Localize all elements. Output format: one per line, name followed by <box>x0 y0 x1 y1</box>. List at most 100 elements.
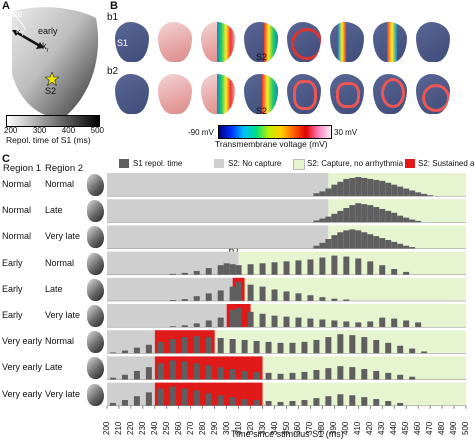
legend-swatch-capture <box>293 159 305 170</box>
repol-bar <box>259 263 266 275</box>
legend-label-capture: S2: Capture, no arrhythmia <box>307 159 404 168</box>
repol-bar <box>181 388 188 406</box>
repol-bar <box>343 178 350 197</box>
repol-bar <box>259 313 266 328</box>
repol-bar <box>373 207 380 223</box>
repol-bar <box>295 317 302 328</box>
s2-star-icon <box>45 72 59 86</box>
repol-bar <box>193 296 200 301</box>
repol-bar <box>397 215 404 223</box>
repol-bar <box>403 217 410 223</box>
heart-repol-map <box>11 7 99 118</box>
repol-bar <box>271 315 278 328</box>
label-s2: S2 <box>45 86 57 96</box>
legend-label-no-capture: S2: No capture <box>228 159 282 168</box>
row-region2-label: Late <box>45 283 63 294</box>
row-region1-label: Normal <box>2 179 32 189</box>
repol-bar <box>391 184 398 197</box>
repol-bar <box>193 323 200 328</box>
repol-bar <box>235 281 242 301</box>
repol-bar <box>169 386 176 406</box>
label-s2-b2: S2 <box>256 106 268 116</box>
repol-bar <box>325 239 332 249</box>
repol-bar <box>277 373 284 380</box>
header-region2: Region 2 <box>45 163 84 174</box>
repol-bar <box>247 284 254 301</box>
repol-bar <box>313 245 320 249</box>
heart-b2-1 <box>115 74 149 114</box>
repol-bar <box>409 376 416 380</box>
repol-bar <box>373 179 380 197</box>
heart-b2-7 <box>373 74 407 114</box>
repol-bar <box>229 397 236 406</box>
repol-bar <box>217 367 224 380</box>
repol-bar <box>241 370 248 380</box>
repol-bar <box>343 299 350 301</box>
voltage-max-label: 30 mV <box>334 128 358 137</box>
repol-bar <box>379 208 386 223</box>
repol-bar <box>307 259 314 275</box>
repol-bar <box>343 230 350 249</box>
repol-bar <box>373 399 380 406</box>
repol-bar <box>349 205 356 223</box>
repol-bar <box>229 286 236 301</box>
repol-bar <box>415 322 422 328</box>
legend-label-repol: S1 repol. time <box>133 159 183 168</box>
heart-b1-1 <box>115 22 149 62</box>
heart-b2-5 <box>287 74 321 114</box>
repol-bar <box>367 261 374 275</box>
repol-bar <box>337 394 344 406</box>
row-region2-label: Very late <box>45 310 81 320</box>
repol-bar <box>217 290 224 301</box>
repol-bar <box>205 268 212 275</box>
repol-bar <box>325 216 332 223</box>
bg-capture <box>244 277 466 301</box>
repol-bar <box>145 367 152 380</box>
repol-bar <box>235 265 242 275</box>
bg-capture <box>250 304 466 328</box>
repol-bar <box>217 265 224 275</box>
repol-bar <box>403 320 410 328</box>
repol-bar <box>415 220 422 223</box>
repol-bar <box>403 271 410 275</box>
bg-no-capture <box>107 304 227 328</box>
repol-bar <box>379 317 386 328</box>
repol-bar <box>415 192 422 197</box>
repol-bar <box>391 241 398 249</box>
panel-c-letter: C <box>2 153 10 165</box>
repol-bar <box>109 352 116 354</box>
repol-bar <box>157 388 164 406</box>
heart-b1-4 <box>244 22 278 62</box>
repol-bar <box>277 401 284 406</box>
repol-bar <box>193 363 200 380</box>
repol-bar <box>277 342 284 354</box>
repol-bar <box>301 400 308 406</box>
legend-swatch-repol <box>119 159 129 168</box>
repol-bar <box>385 239 392 249</box>
repol-bar <box>133 396 140 406</box>
repol-bar <box>409 219 416 223</box>
repol-bar <box>223 263 230 275</box>
repol-bar <box>397 402 404 406</box>
repol-bar <box>283 316 290 328</box>
row-region1-label: Very early <box>2 388 43 399</box>
repol-bar <box>331 255 338 275</box>
repol-bar <box>169 360 176 380</box>
repol-bar <box>373 339 380 354</box>
repol-bar <box>301 341 308 354</box>
repol-bar <box>361 177 368 197</box>
repol-bar <box>379 238 386 249</box>
row-region2-label: Normal <box>45 336 75 347</box>
repol-bar <box>349 177 356 197</box>
repol-bar <box>193 336 200 354</box>
repol-bar <box>385 372 392 380</box>
row-region2-label: Very late <box>45 388 81 399</box>
label-late: late <box>8 9 23 19</box>
repol-bar <box>193 390 200 406</box>
repol-bar <box>319 257 326 275</box>
repol-bar <box>319 242 326 249</box>
row-region2-label: Very late <box>45 231 81 242</box>
heart-thumbnail <box>87 252 104 275</box>
heart-b2-4 <box>244 74 278 114</box>
